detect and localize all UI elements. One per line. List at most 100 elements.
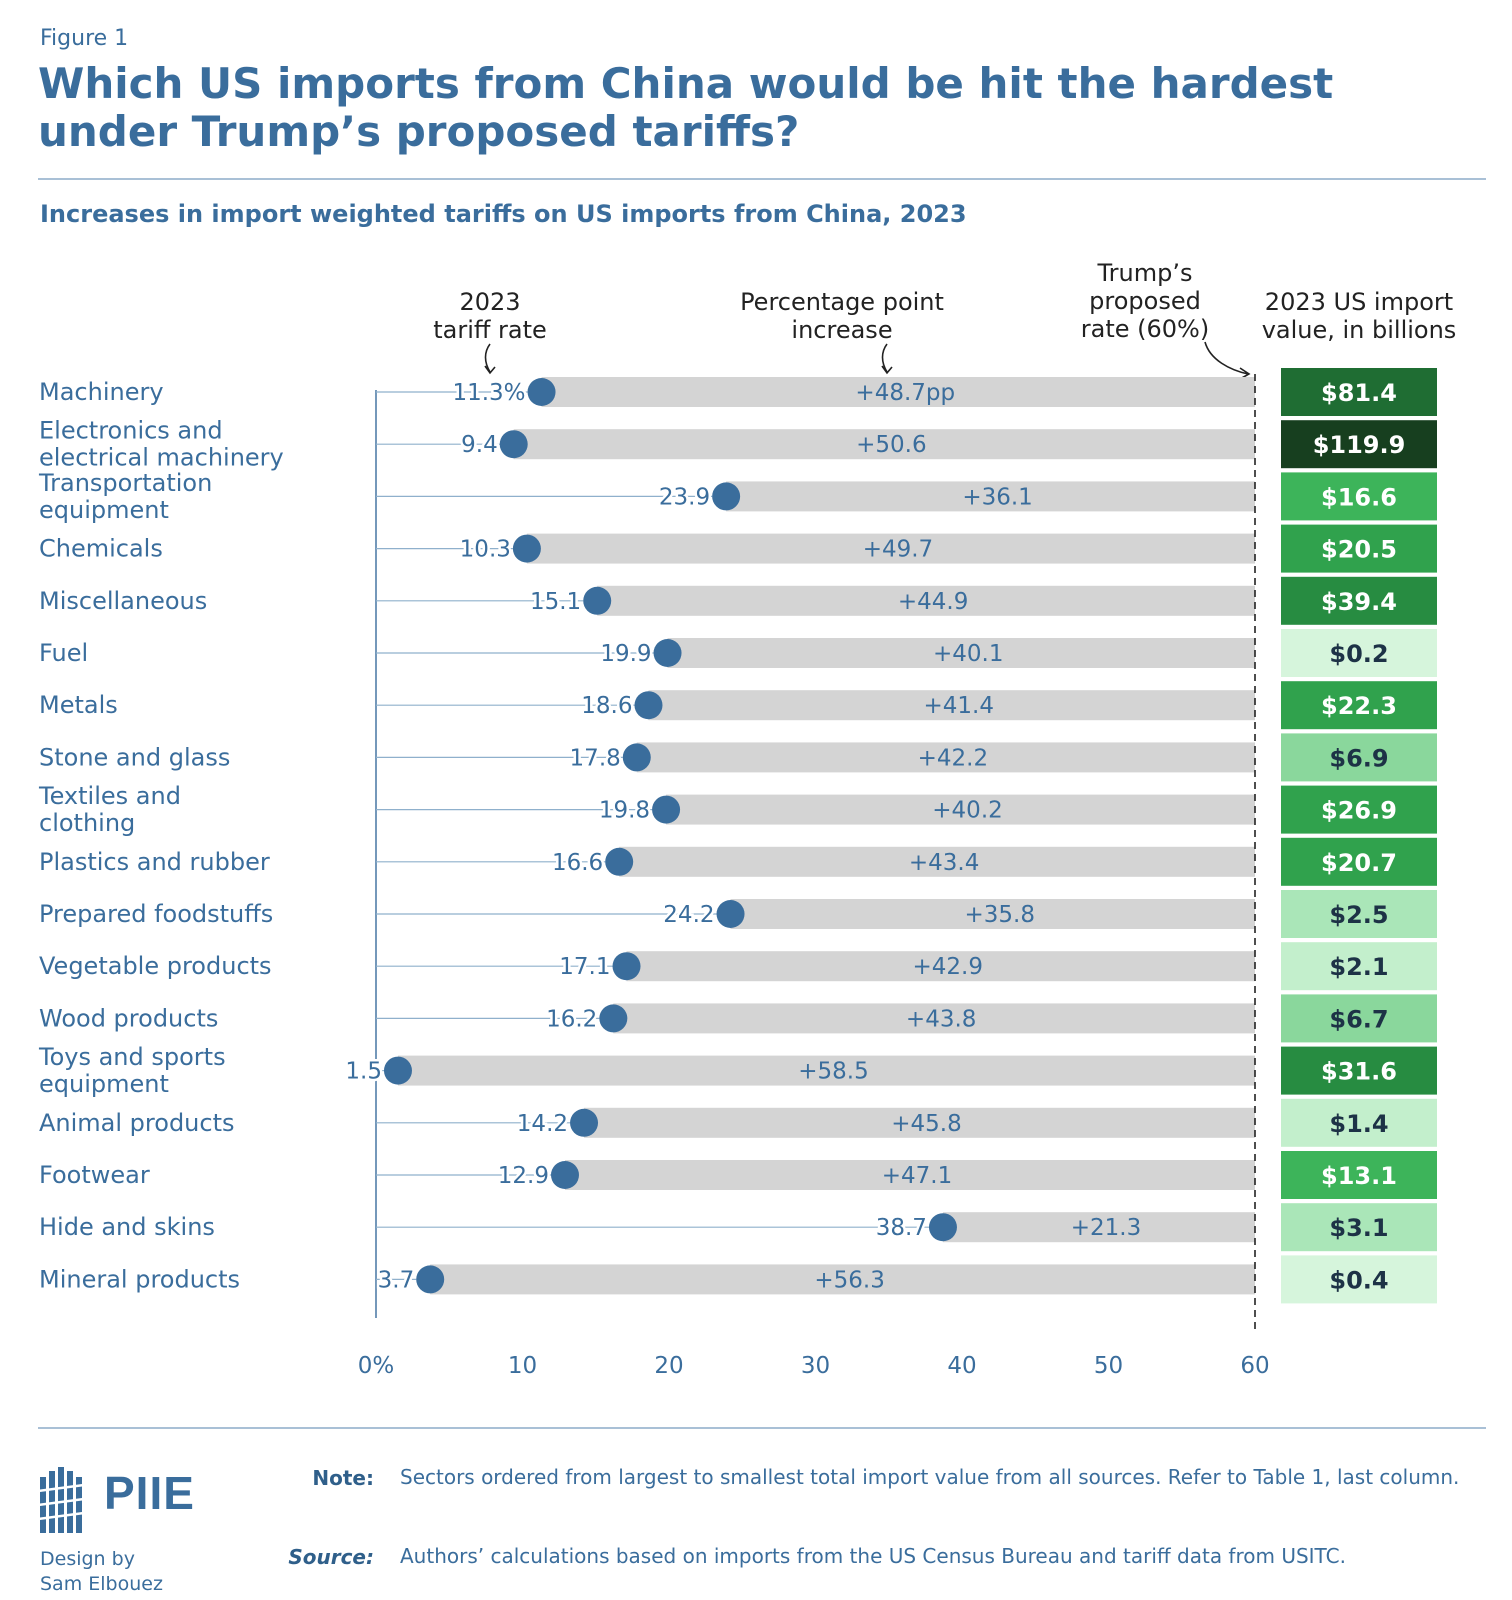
title-divider bbox=[38, 178, 1486, 180]
category-label: Miscellaneous bbox=[39, 587, 207, 615]
import-value-label: $20.7 bbox=[1321, 849, 1397, 877]
pp-increase-label: +40.1 bbox=[933, 641, 1003, 667]
tariff-rate-dot bbox=[605, 847, 634, 876]
design-credit: Design by Sam Elbouez bbox=[40, 1547, 163, 1597]
increase-bar bbox=[564, 1160, 1255, 1190]
tariff-rate-dot bbox=[570, 1108, 599, 1137]
import-value-label: $2.5 bbox=[1329, 901, 1388, 929]
tariff-rate-label: 9.4 bbox=[461, 432, 498, 458]
import-value-label: $3.1 bbox=[1329, 1214, 1388, 1242]
import-value-label: $2.1 bbox=[1329, 953, 1388, 981]
import-value-cell bbox=[1279, 1096, 1439, 1149]
import-value-label: $6.7 bbox=[1329, 1005, 1388, 1033]
pp-increase-label: +35.8 bbox=[965, 902, 1035, 928]
category-label: electrical machinery bbox=[39, 444, 284, 472]
increase-bar bbox=[648, 690, 1255, 721]
import-value-cell bbox=[1279, 835, 1439, 888]
source-label: Source: bbox=[288, 1545, 374, 1569]
category-label: Fuel bbox=[39, 639, 88, 667]
import-value-label: $6.9 bbox=[1329, 744, 1388, 772]
import-value-label: $39.4 bbox=[1321, 588, 1397, 616]
category-label: Hide and skins bbox=[39, 1213, 215, 1241]
tariff-rate-dot bbox=[599, 1004, 628, 1033]
tariff-rate-dot bbox=[653, 639, 682, 667]
category-label: Toys and sports bbox=[38, 1043, 226, 1071]
increase-bar bbox=[584, 1107, 1255, 1138]
import-value-cell bbox=[1279, 470, 1439, 523]
import-value-label: $22.3 bbox=[1321, 692, 1397, 720]
pp-increase-label: +36.1 bbox=[962, 484, 1032, 510]
source-text: Authors’ calculations based on imports f… bbox=[400, 1544, 1346, 1568]
category-label: Chemicals bbox=[39, 535, 163, 563]
tariff-rate-label: 14.2 bbox=[517, 1111, 568, 1137]
category-label: Plastics and rubber bbox=[39, 848, 270, 876]
pp-increase-label: +40.2 bbox=[932, 798, 1002, 824]
category-label: Electronics and bbox=[39, 417, 223, 445]
import-value-cell bbox=[1279, 1201, 1439, 1254]
increase-bar bbox=[730, 899, 1255, 929]
pp-increase-label: +45.8 bbox=[891, 1111, 961, 1137]
pp-increase-label: +41.4 bbox=[924, 693, 994, 719]
pp-increase-label: +47.1 bbox=[882, 1163, 952, 1189]
increase-bar bbox=[619, 846, 1255, 877]
increase-bar bbox=[942, 1212, 1255, 1243]
x-tick-label: 30 bbox=[801, 1353, 830, 1379]
tariff-rate-dot bbox=[622, 743, 651, 772]
import-value-label: $0.2 bbox=[1329, 640, 1388, 668]
increase-bar bbox=[526, 533, 1255, 564]
category-label: Vegetable products bbox=[39, 952, 272, 980]
tariff-rate-label: 12.9 bbox=[498, 1163, 549, 1189]
header-proposed-rate-line: proposed bbox=[1089, 287, 1201, 315]
tariff-rate-dot bbox=[416, 1265, 445, 1294]
note-label: Note: bbox=[312, 1466, 374, 1490]
import-value-label: $1.4 bbox=[1329, 1110, 1388, 1138]
footer-divider bbox=[38, 1427, 1486, 1429]
header-proposed-rate-line: rate (60%) bbox=[1081, 315, 1209, 343]
piie-wordmark: PIIE bbox=[104, 1467, 195, 1519]
tariff-rate-dot bbox=[716, 900, 745, 928]
import-value-label: $26.9 bbox=[1321, 797, 1397, 825]
tariff-rate-label: 3.7 bbox=[378, 1267, 415, 1293]
category-label: Textiles and bbox=[38, 782, 181, 810]
pp-increase-label: +50.6 bbox=[856, 432, 926, 458]
import-value-cell bbox=[1279, 574, 1439, 627]
piie-logo-icon bbox=[38, 1467, 85, 1533]
x-tick-label: 40 bbox=[947, 1353, 976, 1379]
import-value-cell bbox=[1279, 731, 1439, 784]
pp-increase-label: +42.2 bbox=[918, 745, 988, 771]
increase-bar bbox=[626, 951, 1255, 982]
pp-increase-label: +43.4 bbox=[909, 850, 979, 876]
pp-increase-label: +42.9 bbox=[913, 954, 983, 980]
header-pp-increase-line: Percentage point bbox=[740, 288, 944, 316]
category-label: Footwear bbox=[39, 1161, 150, 1189]
category-label: Transportation bbox=[38, 469, 212, 497]
tariff-rate-label: 15.1 bbox=[530, 589, 581, 615]
pp-increase-label: +56.3 bbox=[814, 1267, 884, 1293]
figure-label: Figure 1 bbox=[40, 26, 129, 51]
increase-bar bbox=[667, 638, 1255, 668]
increase-bar bbox=[397, 1055, 1256, 1086]
import-value-cell bbox=[1279, 627, 1439, 679]
category-label: clothing bbox=[39, 809, 135, 837]
pp-increase-label: +58.5 bbox=[798, 1059, 868, 1085]
category-label: equipment bbox=[39, 1070, 169, 1098]
tariff-rate-dot bbox=[499, 430, 528, 459]
import-value-cell bbox=[1279, 1253, 1439, 1306]
increase-bar bbox=[636, 742, 1255, 773]
category-label: equipment bbox=[39, 496, 169, 524]
increase-bar bbox=[430, 1264, 1256, 1295]
header-tariff-rate-line: tariff rate bbox=[433, 316, 547, 344]
design-credit-line-1: Design by bbox=[40, 1548, 135, 1570]
tariff-rate-dot bbox=[550, 1161, 579, 1189]
category-label: Stone and glass bbox=[39, 743, 230, 771]
import-value-label: $13.1 bbox=[1321, 1162, 1397, 1190]
tariff-rate-label: 17.1 bbox=[559, 954, 610, 980]
x-tick-label: 60 bbox=[1240, 1353, 1269, 1379]
import-value-cell bbox=[1279, 1149, 1439, 1201]
tariff-rate-dot bbox=[527, 378, 556, 406]
tariff-rate-label: 24.2 bbox=[663, 902, 714, 928]
category-label: Wood products bbox=[39, 1004, 218, 1032]
import-value-label: $81.4 bbox=[1321, 379, 1397, 407]
import-value-label: $16.6 bbox=[1321, 483, 1397, 511]
